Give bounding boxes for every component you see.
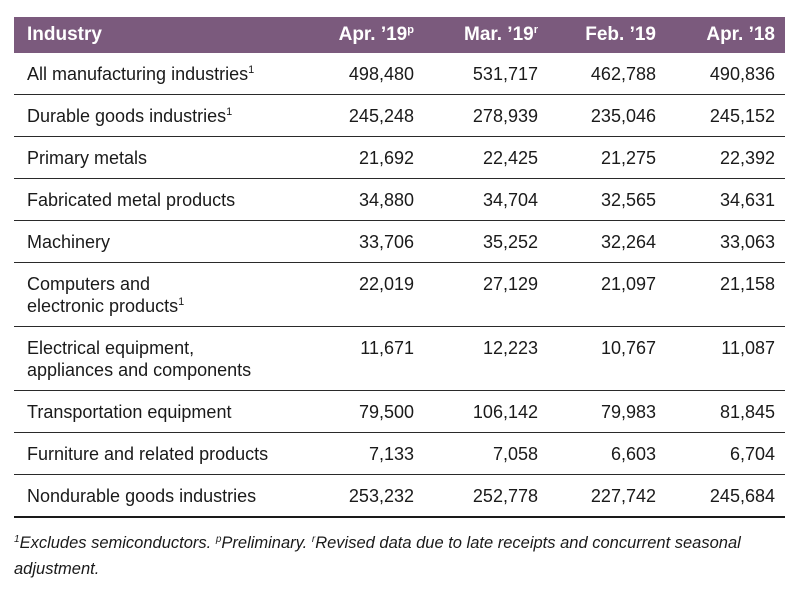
table-row: Primary metals 21,692 22,425 21,275 22,392: [14, 136, 785, 179]
footnote: 1Excludes semiconductors. pPreliminary. …: [14, 530, 786, 582]
industry-cell: Electrical equipment, appliances and comp…: [14, 326, 314, 391]
footnote-reference: 1: [226, 106, 233, 118]
value-cell: 33,706: [314, 220, 424, 263]
industry-label: Fabricated metal products: [27, 190, 236, 210]
header-apr-18: Apr. ’18: [706, 24, 775, 45]
table-body: All manufacturing industries1 498,480 531,…: [14, 53, 785, 518]
value-cell: 531,717: [424, 53, 548, 95]
header-feb-19: Feb. ’19: [585, 24, 656, 45]
value-cell: 34,704: [424, 178, 548, 221]
value-cell: 498,480: [314, 53, 424, 95]
value-cell: 235,046: [548, 94, 666, 137]
value-cell: 34,631: [666, 178, 785, 221]
industry-cell: Fabricated metal products: [14, 178, 314, 221]
value-cell: 34,880: [314, 178, 424, 221]
header-industry: Industry: [27, 24, 102, 45]
industry-label: Nondurable goods industries: [27, 486, 257, 506]
footnote-text-3: Revised data due to late receipts and co…: [14, 534, 741, 578]
value-cell: 11,087: [666, 326, 785, 391]
industry-label-line2: appliances and components: [27, 360, 252, 380]
industry-label: All manufacturing industries: [27, 64, 249, 84]
value-cell: 21,275: [548, 136, 666, 179]
industry-label: Computers and: [27, 274, 151, 294]
table-row: Fabricated metal products 34,880 34,704 32,…: [14, 178, 785, 221]
value-cell: 79,500: [314, 390, 424, 433]
value-cell: 6,704: [666, 432, 785, 475]
table-header: Industry Apr. ’19p Mar. ’19r Feb. ’19 Ap…: [14, 17, 785, 53]
value-cell: 21,692: [314, 136, 424, 179]
industry-cell: Primary metals: [14, 136, 314, 179]
industry-cell: Computers and electronic products1: [14, 262, 314, 327]
value-cell: 245,152: [666, 94, 785, 137]
value-cell: 278,939: [424, 94, 548, 137]
footnote-reference: 1: [178, 296, 185, 308]
value-cell: 490,836: [666, 53, 785, 95]
industry-label-line2: electronic products: [27, 296, 179, 316]
table-row: All manufacturing industries1 498,480 531,…: [14, 53, 785, 95]
header-mar-19-label: Mar. ’19: [464, 24, 534, 45]
value-cell: 245,248: [314, 94, 424, 137]
footnote-mark-p: p: [215, 534, 222, 545]
value-cell: 32,565: [548, 178, 666, 221]
industry-cell: Machinery: [14, 220, 314, 263]
value-cell: 227,742: [548, 474, 666, 518]
value-cell: 12,223: [424, 326, 548, 391]
header-apr-19-label: Apr. ’19: [338, 24, 408, 45]
table-row: Machinery 33,706 35,252 32,264 33,063: [14, 220, 785, 263]
revised-mark: r: [533, 24, 538, 36]
table-row: Durable goods industries1 245,248 278,939 2…: [14, 94, 785, 137]
value-cell: 253,232: [314, 474, 424, 518]
value-cell: 22,019: [314, 262, 424, 327]
footnote-text-1: Excludes semiconductors.: [19, 534, 216, 552]
value-cell: 22,425: [424, 136, 548, 179]
preliminary-mark: p: [407, 24, 414, 36]
value-cell: 35,252: [424, 220, 548, 263]
value-cell: 11,671: [314, 326, 424, 391]
value-cell: 245,684: [666, 474, 785, 518]
industry-label: Durable goods industries: [27, 106, 227, 126]
value-cell: 6,603: [548, 432, 666, 475]
value-cell: 462,788: [548, 53, 666, 95]
industry-cell: Nondurable goods industries: [14, 474, 314, 518]
value-cell: 10,767: [548, 326, 666, 391]
industry-label: Furniture and related products: [27, 444, 269, 464]
header-mar-19: Mar. ’19r: [424, 17, 548, 53]
industry-label: Primary metals: [27, 148, 148, 168]
footnote-text-2: Preliminary.: [221, 534, 312, 552]
table-row: Electrical equipment, appliances and comp…: [14, 326, 785, 391]
value-cell: 33,063: [666, 220, 785, 263]
value-cell: 32,264: [548, 220, 666, 263]
footnote-mark-1: 1: [14, 534, 20, 545]
value-cell: 22,392: [666, 136, 785, 179]
value-cell: 21,158: [666, 262, 785, 327]
value-cell: 21,097: [548, 262, 666, 327]
industry-label: Electrical equipment,: [27, 338, 195, 358]
industry-cell: Furniture and related products: [14, 432, 314, 475]
header-row: Industry Apr. ’19p Mar. ’19r Feb. ’19 Ap…: [14, 17, 785, 53]
value-cell: 106,142: [424, 390, 548, 433]
table-row: Transportation equipment 79,500 106,142 79,…: [14, 390, 785, 433]
industry-label: Machinery: [27, 232, 111, 252]
industry-cell: Transportation equipment: [14, 390, 314, 433]
value-cell: 27,129: [424, 262, 548, 327]
value-cell: 252,778: [424, 474, 548, 518]
footnote-reference: 1: [248, 64, 255, 76]
industry-cell: Durable goods industries1: [14, 94, 314, 137]
value-cell: 79,983: [548, 390, 666, 433]
value-cell: 81,845: [666, 390, 785, 433]
industry-label: Transportation equipment: [27, 402, 232, 422]
shipments-table: Industry Apr. ’19p Mar. ’19r Feb. ’19 Ap…: [14, 17, 785, 518]
value-cell: 7,058: [424, 432, 548, 475]
table-row: Furniture and related products 7,133 7,058…: [14, 432, 785, 475]
table-row: Computers and electronic products1 22,019 2…: [14, 262, 785, 327]
table-row: Nondurable goods industries 253,232 252,77…: [14, 474, 785, 518]
footnote-mark-r: r: [311, 534, 316, 545]
value-cell: 7,133: [314, 432, 424, 475]
header-apr-19: Apr. ’19p: [314, 17, 424, 53]
industry-cell: All manufacturing industries1: [14, 53, 314, 95]
